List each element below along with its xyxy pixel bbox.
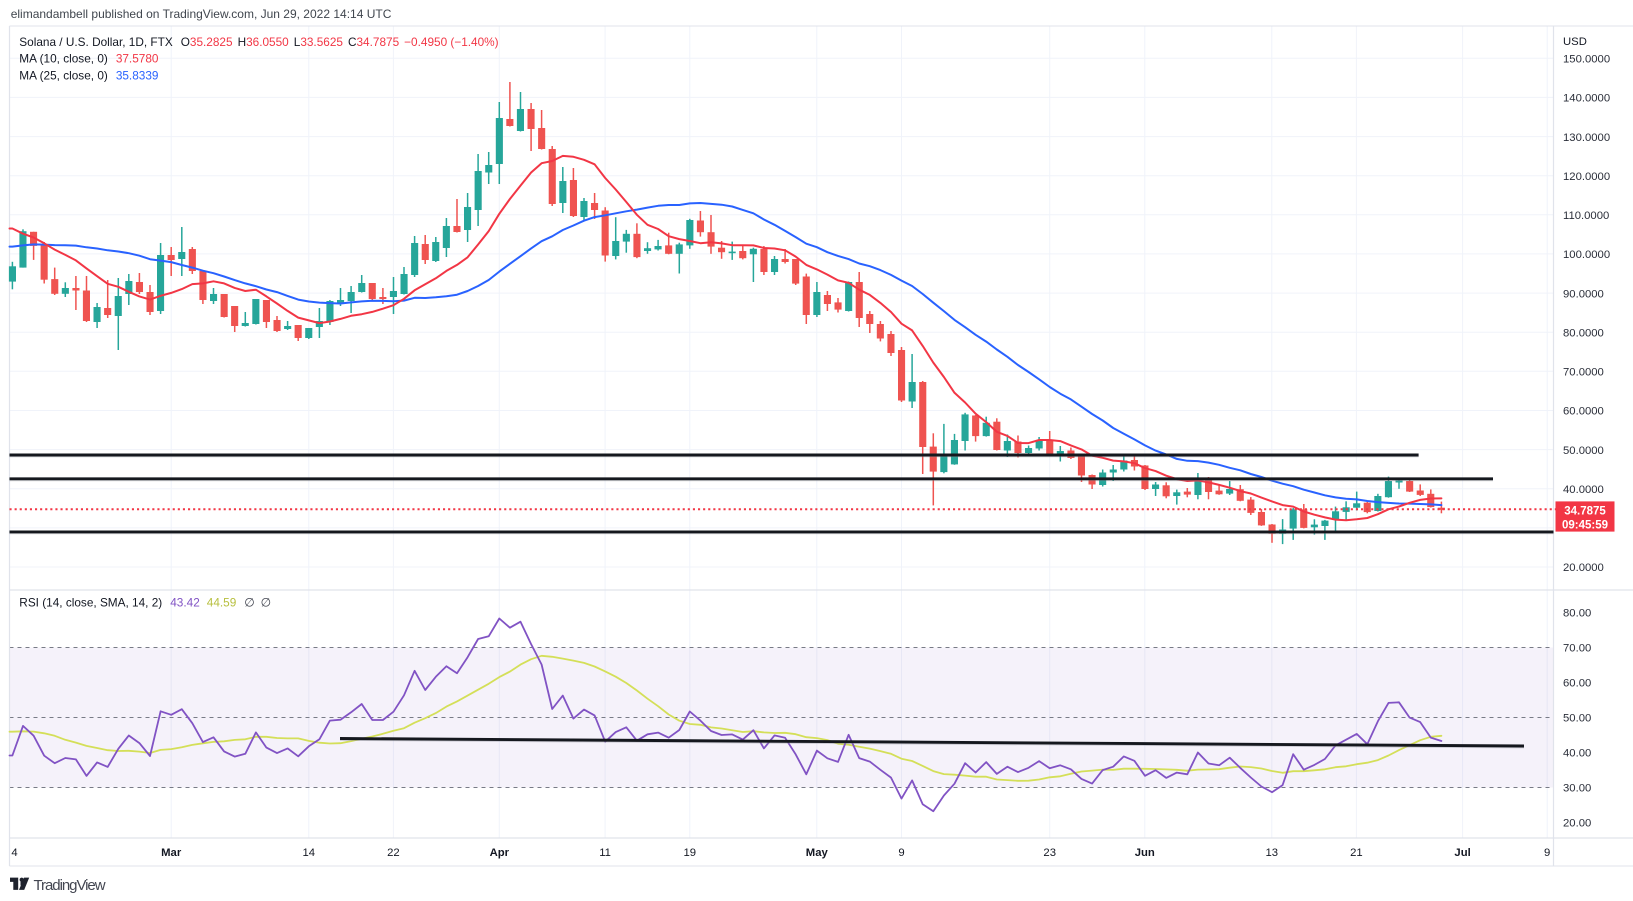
svg-text:40.0000: 40.0000 bbox=[1563, 484, 1604, 496]
svg-text:4: 4 bbox=[11, 847, 17, 859]
svg-text:140.0000: 140.0000 bbox=[1563, 93, 1610, 105]
svg-text:50.0000: 50.0000 bbox=[1563, 445, 1604, 457]
svg-text:34.7875: 34.7875 bbox=[1564, 506, 1606, 518]
svg-text:70.00: 70.00 bbox=[1563, 643, 1591, 655]
svg-text:22: 22 bbox=[387, 847, 400, 859]
svg-text:60.0000: 60.0000 bbox=[1563, 406, 1604, 418]
svg-text:80.0000: 80.0000 bbox=[1563, 327, 1604, 339]
svg-text:Jun: Jun bbox=[1135, 847, 1155, 859]
svg-text:23: 23 bbox=[1043, 847, 1056, 859]
svg-text:60.00: 60.00 bbox=[1563, 678, 1591, 690]
svg-text:110.0000: 110.0000 bbox=[1563, 210, 1609, 222]
svg-text:50.00: 50.00 bbox=[1563, 713, 1591, 725]
svg-text:MA (25, close, 0)35.8339: MA (25, close, 0) 35.8339 bbox=[19, 69, 158, 83]
svg-text:130.0000: 130.0000 bbox=[1563, 132, 1610, 144]
svg-text:9: 9 bbox=[1544, 847, 1550, 859]
svg-text:11: 11 bbox=[599, 847, 611, 859]
svg-text:TradingView: TradingView bbox=[34, 877, 106, 894]
svg-text:90.0000: 90.0000 bbox=[1563, 288, 1604, 300]
svg-text:100.0000: 100.0000 bbox=[1563, 249, 1610, 261]
svg-text:Mar: Mar bbox=[161, 847, 182, 859]
svg-text:19: 19 bbox=[684, 847, 697, 859]
svg-text:9: 9 bbox=[898, 847, 904, 859]
svg-text:40.00: 40.00 bbox=[1563, 748, 1591, 760]
svg-text:09:45:59: 09:45:59 bbox=[1562, 520, 1608, 532]
svg-text:20.00: 20.00 bbox=[1563, 818, 1591, 830]
svg-text:USD: USD bbox=[1563, 36, 1587, 48]
svg-text:Jul: Jul bbox=[1454, 847, 1470, 859]
svg-text:MA (10, close, 0)37.5780: MA (10, close, 0) 37.5780 bbox=[19, 52, 159, 66]
svg-text:Apr: Apr bbox=[490, 847, 510, 859]
svg-text:120.0000: 120.0000 bbox=[1563, 171, 1610, 183]
svg-text:21: 21 bbox=[1350, 847, 1363, 859]
svg-text:RSI (14, close, SMA, 14, 2)43.: RSI (14, close, SMA, 14, 2) 43.42 44.59 ∅ ∅ bbox=[19, 596, 271, 610]
svg-text:14: 14 bbox=[303, 847, 316, 859]
svg-text:13: 13 bbox=[1266, 847, 1279, 859]
svg-text:70.0000: 70.0000 bbox=[1563, 367, 1604, 379]
svg-text:30.00: 30.00 bbox=[1563, 783, 1591, 795]
svg-text:150.0000: 150.0000 bbox=[1563, 54, 1610, 66]
svg-text:elimandambell published on Tra: elimandambell published on TradingView.c… bbox=[11, 7, 392, 21]
svg-text:May: May bbox=[806, 847, 829, 859]
svg-text:80.00: 80.00 bbox=[1563, 608, 1591, 620]
svg-text:20.0000: 20.0000 bbox=[1563, 562, 1604, 574]
